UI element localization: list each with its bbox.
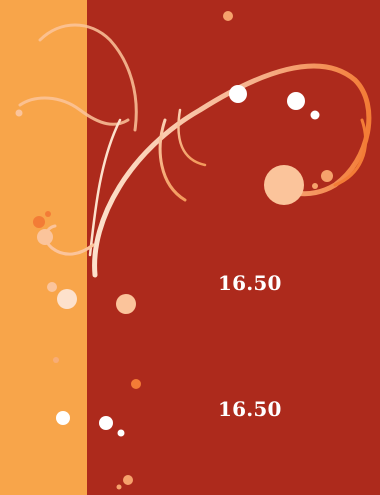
value-text-1: 16.50 — [218, 271, 282, 295]
swirl-left-branch — [18, 96, 130, 126]
dot-strip-white-1 — [56, 411, 70, 425]
swirl-right-curl — [333, 118, 367, 187]
dot-strip-peach-5 — [15, 109, 23, 117]
dot-orange-small-2 — [312, 183, 318, 189]
dot-white-2 — [287, 92, 305, 110]
swirl-stem-left-long — [88, 118, 122, 257]
dot-strip-orange-2 — [45, 211, 51, 217]
dot-orange-bottom-2 — [116, 484, 122, 490]
value-text-2: 16.50 — [218, 397, 282, 421]
dot-white-lower-1 — [99, 416, 113, 430]
dot-white-lower-2 — [117, 429, 125, 437]
dot-strip-peach-3 — [57, 289, 77, 309]
main-red-panel — [87, 0, 380, 495]
dot-peach-large — [264, 165, 304, 205]
swirl-stem-center-2 — [177, 108, 207, 167]
dot-orange-top — [223, 11, 233, 21]
dot-strip-peach-4 — [53, 357, 59, 363]
swirl-stem-center — [158, 118, 187, 202]
dot-strip-peach-2 — [47, 282, 57, 292]
dot-strip-peach-1 — [37, 229, 53, 245]
swirl-main-arc — [92, 63, 372, 278]
swirl-lower-left-tendril — [44, 224, 95, 256]
dot-white-3 — [310, 110, 320, 120]
dot-orange-lower — [131, 379, 141, 389]
dot-white-1 — [229, 85, 247, 103]
dot-strip-orange-1 — [33, 216, 45, 228]
dot-peach-lower-1 — [116, 294, 136, 314]
dot-orange-small-1 — [321, 170, 333, 182]
swirl-top-left-stem — [38, 23, 138, 132]
dot-orange-bottom — [123, 475, 133, 485]
left-orange-strip — [0, 0, 87, 495]
